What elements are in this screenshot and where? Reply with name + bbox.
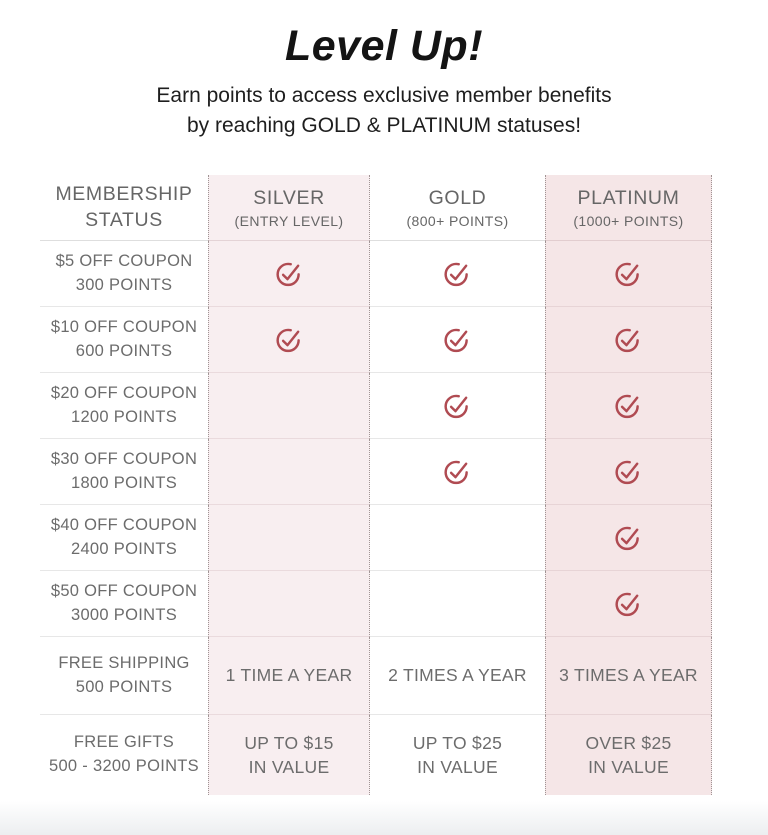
platinum-benefit-value: OVER $25 — [585, 732, 672, 753]
benefit-name: $40 OFF COUPON — [50, 515, 198, 534]
check-icon — [444, 460, 468, 485]
silver-value-cell — [208, 439, 370, 505]
platinum-value-cell — [545, 307, 712, 373]
check-icon — [615, 592, 639, 617]
check-icon — [444, 394, 468, 419]
table-row: FREE GIFTS 500 - 3200 POINTS UP TO $15 IN… — [40, 715, 712, 795]
benefit-points: 2400 POINTS — [70, 539, 177, 558]
silver-value-cell — [208, 571, 370, 637]
platinum-value-cell — [545, 373, 712, 439]
silver-value-cell — [208, 307, 370, 373]
platinum-value-cell — [545, 571, 712, 637]
membership-table: MEMBERSHIP STATUS SILVER (ENTRY LEVEL) G… — [40, 175, 712, 795]
benefit-points: 3000 POINTS — [70, 605, 177, 624]
membership-status-header: MEMBERSHIP STATUS — [40, 175, 208, 241]
gold-tier-qualifier: (800+ POINTS) — [406, 212, 509, 229]
silver-benefit-value: 1 TIME A YEAR — [225, 665, 353, 686]
check-icon — [615, 262, 639, 287]
benefit-label-cell: $20 OFF COUPON 1200 POINTS — [40, 373, 208, 439]
platinum-value-cell — [545, 439, 712, 505]
check-icon — [444, 328, 468, 353]
bottom-gradient-strip — [0, 801, 768, 835]
table-row: $50 OFF COUPON 3000 POINTS — [40, 571, 712, 637]
gold-value-cell — [370, 505, 545, 571]
benefit-label-cell: FREE SHIPPING 500 POINTS — [40, 637, 208, 715]
table-row: $30 OFF COUPON 1800 POINTS — [40, 439, 712, 505]
benefit-label-cell: $40 OFF COUPON 2400 POINTS — [40, 505, 208, 571]
silver-tier-qualifier: (ENTRY LEVEL) — [234, 212, 344, 229]
benefit-points: 600 POINTS — [75, 341, 173, 360]
table-row: FREE SHIPPING 500 POINTS 1 TIME A YEAR 2… — [40, 637, 712, 715]
benefit-label-cell: $50 OFF COUPON 3000 POINTS — [40, 571, 208, 637]
hero-section: Level Up! Earn points to access exclusiv… — [0, 0, 768, 141]
check-icon — [615, 460, 639, 485]
page-subtitle: Earn points to access exclusive member b… — [0, 81, 768, 141]
silver-value-cell — [208, 505, 370, 571]
check-icon — [275, 328, 300, 353]
gold-value-cell: UP TO $25 IN VALUE — [370, 715, 545, 795]
gold-value-cell: 2 TIMES A YEAR — [370, 637, 545, 715]
page-title: Level Up! — [284, 22, 484, 70]
silver-value-cell: UP TO $15 IN VALUE — [208, 715, 370, 795]
check-icon — [615, 526, 639, 551]
subtitle-line-1: Earn points to access exclusive member b… — [156, 84, 612, 107]
table-row: $5 OFF COUPON 300 POINTS — [40, 241, 712, 307]
gold-benefit-value: IN VALUE — [417, 757, 498, 777]
benefit-name: $20 OFF COUPON — [50, 383, 198, 402]
silver-column-header: SILVER (ENTRY LEVEL) — [208, 175, 370, 241]
benefit-label-cell: FREE GIFTS 500 - 3200 POINTS — [40, 715, 208, 795]
benefit-points: 1200 POINTS — [70, 407, 177, 426]
check-icon — [275, 262, 300, 287]
check-icon — [444, 262, 468, 287]
benefit-name: $30 OFF COUPON — [50, 449, 198, 468]
benefit-name: FREE GIFTS — [73, 733, 175, 752]
platinum-benefit-value: IN VALUE — [588, 757, 669, 777]
silver-value-cell: 1 TIME A YEAR — [208, 637, 370, 715]
membership-status-line-2: STATUS — [85, 208, 163, 231]
platinum-column-header: PLATINUM (1000+ POINTS) — [545, 175, 712, 241]
gold-value-cell — [370, 307, 545, 373]
silver-tier-name: SILVER — [253, 187, 325, 210]
silver-value-cell — [208, 373, 370, 439]
gold-value-cell — [370, 241, 545, 307]
benefit-name: FREE SHIPPING — [58, 653, 190, 672]
membership-status-line-1: MEMBERSHIP — [55, 183, 193, 206]
benefit-points: 500 - 3200 POINTS — [48, 757, 199, 775]
benefit-points: 1800 POINTS — [70, 473, 177, 492]
benefit-name: $50 OFF COUPON — [50, 581, 198, 600]
silver-value-cell — [208, 241, 370, 307]
gold-tier-name: GOLD — [428, 187, 487, 210]
gold-benefit-value: UP TO $25 — [412, 732, 503, 753]
table-body: $5 OFF COUPON 300 POINTS $10 OFF COUPON … — [40, 241, 712, 795]
check-icon — [615, 328, 639, 353]
benefit-points: 300 POINTS — [75, 275, 173, 294]
check-icon — [615, 394, 639, 419]
silver-benefit-value: IN VALUE — [248, 757, 330, 777]
gold-value-cell — [370, 571, 545, 637]
platinum-tier-name: PLATINUM — [577, 187, 680, 210]
table-header-row: MEMBERSHIP STATUS SILVER (ENTRY LEVEL) G… — [40, 175, 712, 241]
benefit-label-cell: $5 OFF COUPON 300 POINTS — [40, 241, 208, 307]
benefit-points: 500 POINTS — [75, 677, 173, 696]
table-row: $40 OFF COUPON 2400 POINTS — [40, 505, 712, 571]
benefit-label-cell: $10 OFF COUPON 600 POINTS — [40, 307, 208, 373]
benefit-name: $10 OFF COUPON — [50, 317, 198, 336]
platinum-value-cell — [545, 505, 712, 571]
table-row: $10 OFF COUPON 600 POINTS — [40, 307, 712, 373]
platinum-tier-qualifier: (1000+ POINTS) — [573, 212, 684, 229]
gold-value-cell — [370, 373, 545, 439]
silver-benefit-value: UP TO $15 — [244, 732, 334, 753]
gold-column-header: GOLD (800+ POINTS) — [370, 175, 545, 241]
subtitle-line-2: by reaching GOLD & PLATINUM statuses! — [186, 113, 582, 137]
platinum-value-cell — [545, 241, 712, 307]
table-row: $20 OFF COUPON 1200 POINTS — [40, 373, 712, 439]
gold-value-cell — [370, 439, 545, 505]
benefit-name: $5 OFF COUPON — [55, 251, 193, 270]
platinum-value-cell: OVER $25 IN VALUE — [545, 715, 712, 795]
platinum-value-cell: 3 TIMES A YEAR — [545, 637, 712, 715]
platinum-benefit-value: 3 TIMES A YEAR — [559, 665, 698, 686]
benefit-label-cell: $30 OFF COUPON 1800 POINTS — [40, 439, 208, 505]
gold-benefit-value: 2 TIMES A YEAR — [388, 665, 527, 686]
